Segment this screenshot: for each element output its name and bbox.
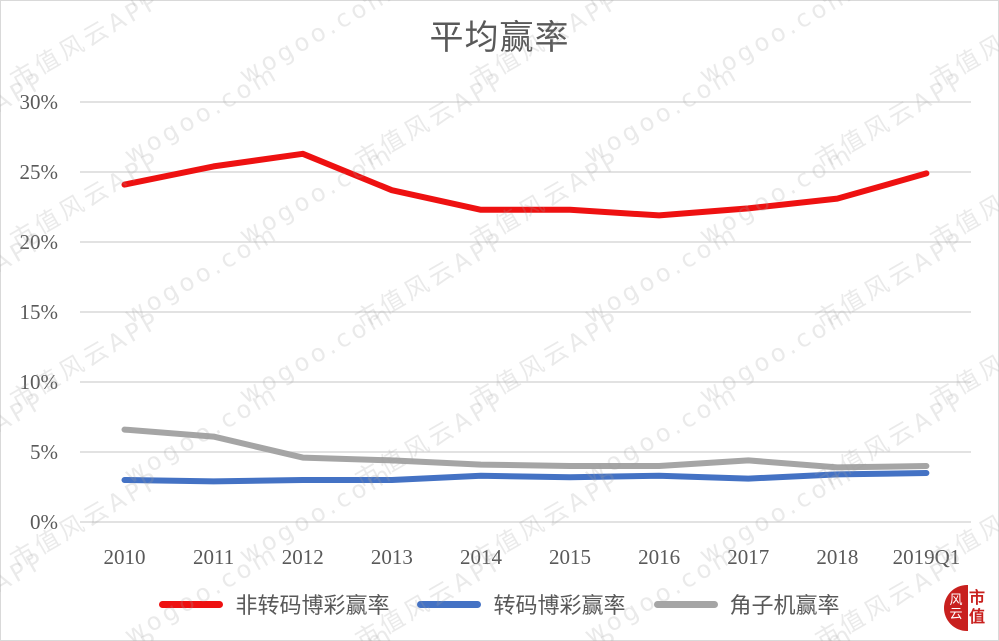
legend-swatch-gray [653,600,718,608]
x-axis-ticks: 2010 2011 2012 2013 2014 2015 2016 2017 2018 2019… [104,545,961,569]
series-lines [121,150,930,485]
legend-swatch-red [159,600,224,608]
gridlines [80,101,971,523]
y-tick-label: 30% [20,90,59,114]
x-tick-label: 2010 [104,545,146,569]
x-tick-label: 2015 [549,545,591,569]
legend-label: 转码博彩赢率 [493,594,626,619]
x-tick-label: 2017 [727,545,769,569]
legend-item-rolling: 转码博彩赢率 [417,588,626,620]
legend-item-slots: 角子机赢率 [653,588,840,620]
x-tick-label: 2019Q1 [893,545,961,569]
y-tick-label: 0% [30,510,58,534]
y-axis-ticks: 0% 5% 10% 15% 20% 25% 30% [20,90,59,534]
x-tick-label: 2016 [638,545,680,569]
y-tick-label: 10% [20,370,59,394]
x-tick-label: 2011 [193,545,234,569]
x-tick-label: 2012 [282,545,324,569]
y-tick-label: 15% [20,300,59,324]
chart-title: 平均赢率 [429,18,570,58]
legend-swatch-blue [417,600,482,608]
x-tick-label: 2014 [460,545,503,569]
legend-label: 非转码博彩赢率 [235,594,390,619]
y-tick-label: 5% [30,440,58,464]
series-line [121,470,930,485]
series-line [121,426,930,471]
y-tick-label: 25% [20,160,59,184]
legend-item-non-rolling: 非转码博彩赢率 [159,588,389,620]
series-line [121,150,930,219]
logo-text: 市值 [969,588,986,626]
brand-logo: 风云 市值 [944,585,988,631]
x-tick-label: 2013 [371,545,413,569]
y-tick-label: 20% [20,230,59,254]
logo-seal: 风云 [944,585,968,631]
x-tick-label: 2018 [816,545,858,569]
legend-label: 角子机赢率 [729,594,840,619]
legend: 非转码博彩赢率 转码博彩赢率 角子机赢率 [0,588,999,620]
